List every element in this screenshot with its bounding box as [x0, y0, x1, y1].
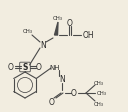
Text: O: O [36, 62, 42, 71]
Text: N: N [40, 41, 46, 50]
FancyBboxPatch shape [20, 62, 30, 72]
Text: CH₃: CH₃ [94, 81, 104, 85]
Text: OH: OH [82, 30, 94, 40]
Text: O: O [8, 62, 14, 71]
Text: O: O [71, 88, 77, 98]
Text: CH₃: CH₃ [97, 90, 107, 96]
Text: N: N [59, 74, 65, 84]
Text: CH₃: CH₃ [94, 101, 104, 107]
Text: O: O [49, 98, 55, 107]
Polygon shape [55, 22, 58, 35]
Text: S: S [22, 62, 28, 71]
Text: CH₃: CH₃ [23, 28, 33, 33]
Text: NH: NH [50, 65, 60, 71]
Text: O: O [67, 18, 73, 28]
Text: CH₃: CH₃ [53, 15, 63, 20]
